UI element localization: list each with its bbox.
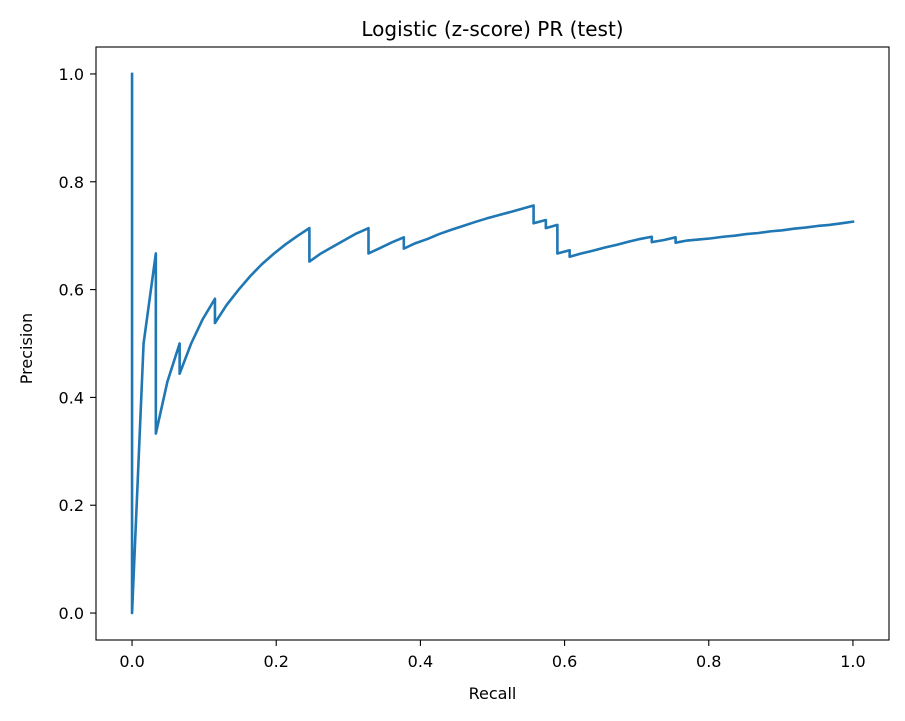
axes-frame [95,46,890,641]
y-tick-label: 1.0 [59,65,84,84]
series-line-0 [130,72,855,615]
y-tick-label: 0.4 [59,388,84,407]
x-tick-label: 0.6 [552,652,577,671]
x-axis-label: Recall [469,684,517,703]
y-tick-label: 0.6 [59,281,84,300]
x-tick-label: 1.0 [840,652,865,671]
y-tick-label: 0.0 [59,604,84,623]
x-tick-label: 0.4 [408,652,433,671]
chart-title: Logistic (z-score) PR (test) [361,17,623,41]
y-axis-label: Precision [17,313,36,384]
x-tick-label: 0.0 [119,652,144,671]
plot-area: 0.0 0.2 0.4 0.6 0.8 1.0 0.0 0.2 0.4 0.6 0.8 1.0 [59,46,890,671]
y-tick-label: 0.8 [59,173,84,192]
y-tick-label: 0.2 [59,496,84,515]
x-tick-label: 0.8 [696,652,721,671]
x-tick-label: 0.2 [264,652,289,671]
